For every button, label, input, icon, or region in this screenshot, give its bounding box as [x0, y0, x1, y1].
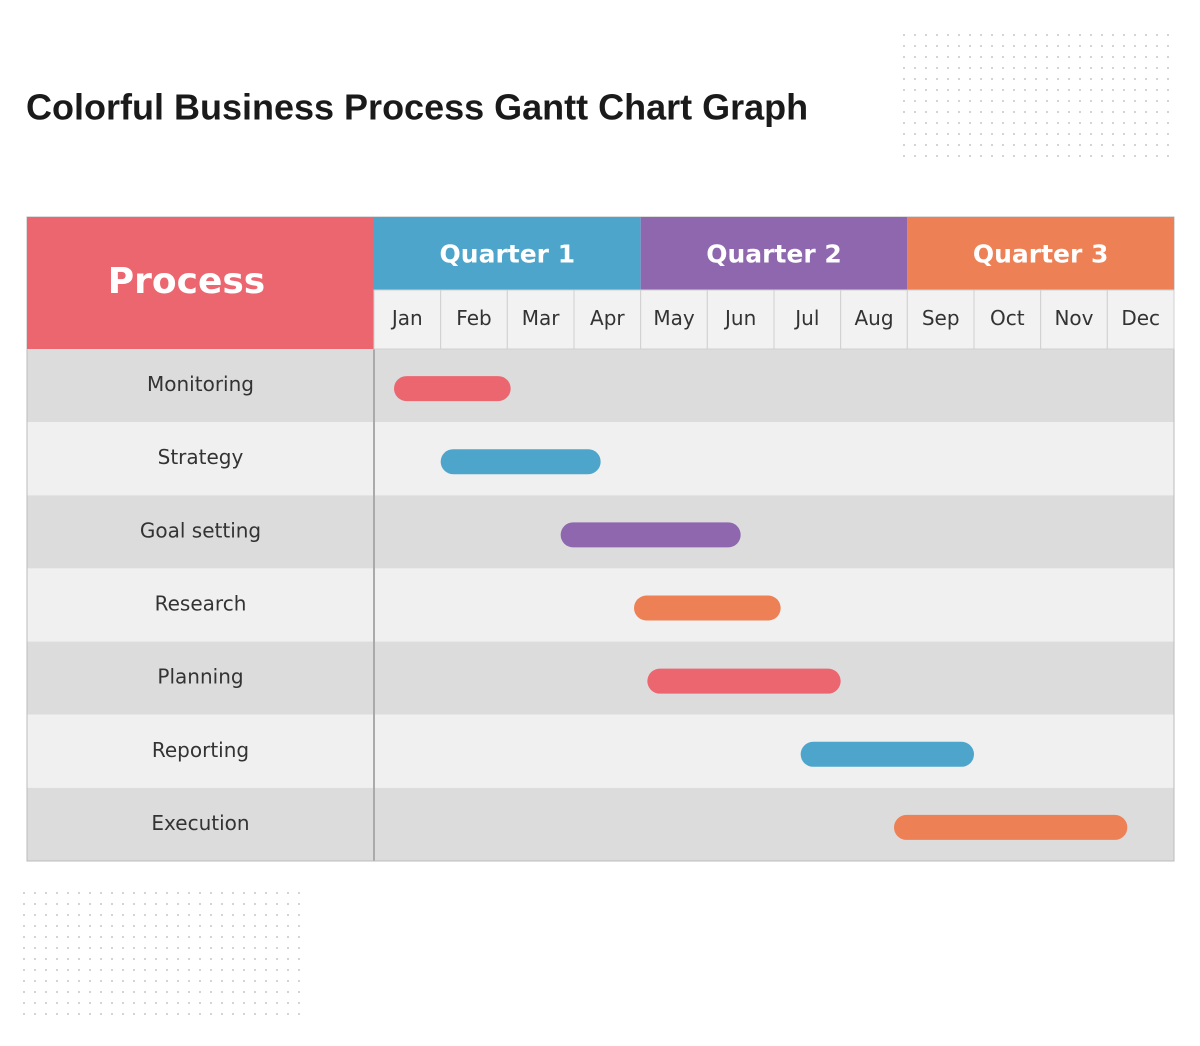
month-cell — [706, 289, 775, 350]
month-cell — [440, 289, 508, 350]
quarter-label: Quarter 1 — [440, 240, 576, 269]
month-label: Mar — [522, 306, 561, 330]
month-cell — [973, 289, 1042, 350]
task-label: Strategy — [158, 445, 244, 469]
task-label: Execution — [151, 811, 249, 835]
month-label: May — [653, 306, 695, 330]
gantt: Monitoring Strategy Goal setting Research Pl… — [26, 216, 1175, 862]
month-label: Jan — [390, 306, 423, 330]
task-label: Reporting — [152, 738, 249, 762]
task-label: Planning — [157, 665, 243, 689]
process-header — [27, 217, 374, 349]
month-label: Apr — [590, 306, 625, 330]
month-cell — [573, 289, 642, 350]
task-bar — [800, 741, 974, 767]
chart-title: Colorful Business Process Gantt Chart Gr… — [26, 87, 808, 128]
month-label: Nov — [1054, 306, 1093, 330]
month-label: Jun — [723, 306, 756, 330]
month-cell — [840, 289, 908, 350]
task-label: Goal setting — [140, 518, 261, 542]
month-label: Aug — [854, 306, 893, 330]
month-label: Jul — [793, 306, 819, 330]
month-cell — [1106, 289, 1175, 350]
row-band — [27, 714, 1174, 788]
month-label: Dec — [1121, 306, 1160, 330]
quarter-header — [907, 217, 1174, 290]
quarter-header — [374, 217, 641, 290]
row-band — [27, 568, 1174, 642]
task-bar — [440, 449, 601, 475]
task-label: Monitoring — [147, 372, 254, 396]
month-label: Oct — [990, 306, 1025, 330]
quarter-label: Quarter 2 — [706, 240, 842, 269]
quarter-label: Quarter 3 — [973, 240, 1109, 269]
quarter-header — [640, 217, 908, 290]
task-label: Research — [155, 592, 247, 616]
task-bar — [647, 668, 841, 694]
dot-pattern — [898, 25, 1178, 157]
month-label: Feb — [456, 306, 491, 330]
month-cell — [1040, 289, 1108, 350]
row-band — [27, 641, 1174, 715]
row-band — [27, 349, 1174, 423]
task-bar — [394, 376, 511, 402]
row-band — [27, 422, 1174, 496]
task-bar — [560, 522, 741, 548]
month-label: Sep — [922, 306, 960, 330]
dot-pattern — [23, 890, 303, 1022]
task-bar — [894, 814, 1128, 840]
month-cell — [906, 289, 975, 350]
task-bar — [634, 595, 781, 621]
process-header-label: Process — [108, 261, 265, 302]
